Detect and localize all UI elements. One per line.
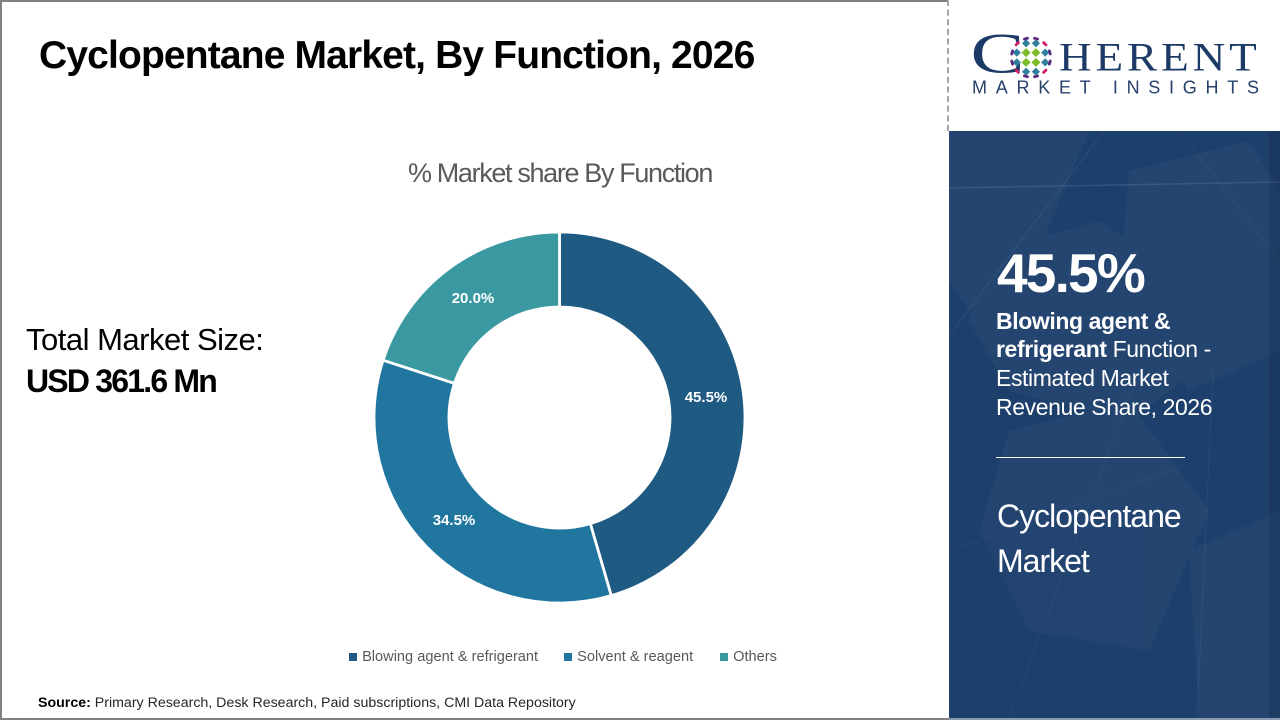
svg-text:MARKET INSIGHTS: MARKET INSIGHTS [972,78,1259,98]
svg-text:HERENT: HERENT [1059,36,1257,80]
svg-text:45.5%: 45.5% [685,389,728,406]
svg-text:20.0%: 20.0% [452,290,495,307]
svg-text:34.5%: 34.5% [433,512,476,529]
